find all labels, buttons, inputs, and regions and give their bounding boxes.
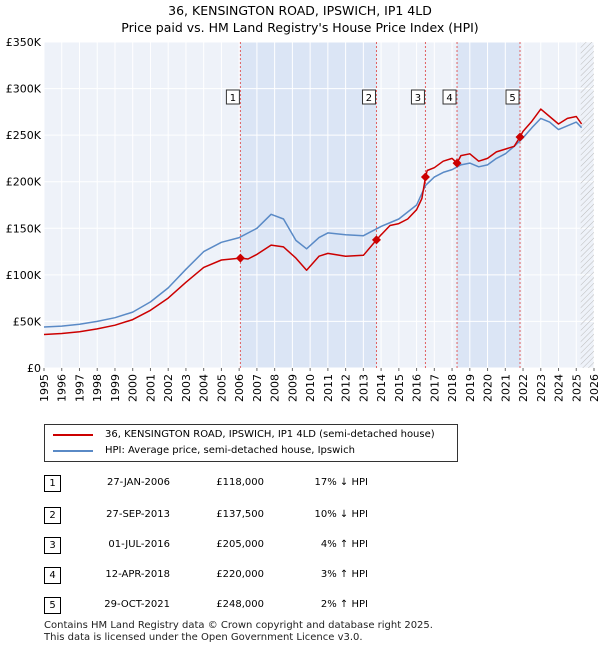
- sale-box-label: 4: [446, 93, 452, 104]
- y-tick-label: £0: [27, 362, 41, 375]
- x-tick-label: 2004: [198, 374, 211, 402]
- sale-number-badge: 5: [44, 597, 61, 614]
- x-tick-label: 1999: [109, 374, 122, 402]
- x-tick-label: 2021: [499, 374, 512, 402]
- sale-hpi-change: 17% ↓ HPI: [314, 477, 368, 488]
- x-tick-label: 2010: [304, 374, 317, 402]
- x-tick-label: 1996: [56, 374, 69, 402]
- x-tick-label: 2024: [553, 374, 566, 402]
- x-tick-label: 2026: [588, 374, 600, 402]
- y-tick-label: £150K: [6, 222, 42, 235]
- sale-date: 29-OCT-2021: [104, 599, 170, 610]
- x-tick-label: 2002: [162, 374, 175, 402]
- legend: 36, KENSINGTON ROAD, IPSWICH, IP1 4LD (s…: [44, 424, 458, 462]
- sale-marker: [420, 172, 430, 182]
- x-tick-label: 2008: [269, 374, 282, 402]
- x-tick-label: 1995: [38, 374, 51, 402]
- chart-title-line1: 36, KENSINGTON ROAD, IPSWICH, IP1 4LD: [168, 3, 432, 18]
- y-tick-label: £350K: [6, 36, 42, 49]
- x-tick-label: 1997: [73, 374, 86, 402]
- chart-title-line2: Price paid vs. HM Land Registry's House …: [121, 20, 479, 35]
- table-row: 4 12-APR-2018 £220,000 3% ↑ HPI: [44, 566, 464, 586]
- x-tick-label: 2006: [233, 374, 246, 402]
- sale-price: £137,500: [216, 509, 264, 520]
- table-row: 5 29-OCT-2021 £248,000 2% ↑ HPI: [44, 596, 464, 616]
- sale-box: [225, 89, 240, 105]
- sale-number-badge: 2: [44, 507, 61, 524]
- sale-date: 27-JAN-2006: [106, 477, 170, 488]
- sale-price: £220,000: [216, 569, 264, 580]
- x-tick-label: 2003: [180, 374, 193, 402]
- sale-marker: [371, 235, 381, 245]
- x-tick-label: 2015: [393, 374, 406, 402]
- sale-number-badge: 4: [44, 567, 61, 584]
- sale-hpi-change: 3% ↑ HPI: [320, 569, 368, 580]
- y-tick-label: £250K: [6, 129, 42, 142]
- sale-marker: [235, 253, 245, 263]
- x-tick-label: 2009: [286, 374, 299, 402]
- x-tick-label: 2020: [482, 374, 495, 402]
- x-tick-label: 2001: [144, 374, 157, 402]
- x-tick-label: 1998: [91, 374, 104, 402]
- sale-price: £118,000: [216, 477, 264, 488]
- x-tick-label: 2022: [517, 374, 530, 402]
- sale-price: £248,000: [216, 599, 264, 610]
- legend-label-hpi: HPI: Average price, semi-detached house,…: [105, 445, 355, 456]
- sale-box: [361, 89, 376, 105]
- sale-price: £205,000: [216, 539, 264, 550]
- table-row: 1 27-JAN-2006 £118,000 17% ↓ HPI: [44, 474, 464, 494]
- legend-line-property: [53, 434, 93, 436]
- sale-marker: [515, 132, 525, 142]
- hatched-region: [580, 42, 594, 368]
- x-tick-label: 2005: [215, 374, 228, 402]
- y-tick-label: £50K: [13, 315, 42, 328]
- x-tick-label: 2013: [357, 374, 370, 402]
- x-tick-label: 2012: [340, 374, 353, 402]
- x-tick-label: 2025: [570, 374, 583, 402]
- table-row: 2 27-SEP-2013 £137,500 10% ↓ HPI: [44, 506, 464, 526]
- legend-line-hpi: [53, 450, 93, 452]
- sale-box-label: 3: [415, 93, 421, 104]
- sale-box-label: 2: [366, 93, 372, 104]
- y-tick-label: £100K: [6, 269, 42, 282]
- sale-number-badge: 3: [44, 537, 61, 554]
- x-tick-label: 2017: [428, 374, 441, 402]
- sale-box-label: 5: [509, 93, 515, 104]
- sale-hpi-change: 4% ↑ HPI: [320, 539, 368, 550]
- x-tick-label: 2019: [464, 374, 477, 402]
- price-chart: £0 £50K £100K £150K £200K £250K £300K £350K 199…: [6, 36, 600, 402]
- sale-marker: [452, 158, 462, 168]
- x-tick-label: 2018: [446, 374, 459, 402]
- property-price-line: [43, 108, 583, 336]
- sale-number-badge: 1: [44, 475, 61, 492]
- footer-line1: Contains HM Land Registry data © Crown c…: [44, 620, 433, 631]
- x-tick-label: 2016: [411, 374, 424, 402]
- legend-label-property: 36, KENSINGTON ROAD, IPSWICH, IP1 4LD (s…: [105, 429, 435, 440]
- shaded-period: [240, 42, 377, 368]
- x-tick-label: 2000: [127, 374, 140, 402]
- y-tick-label: £300K: [6, 83, 42, 96]
- sale-box: [410, 89, 425, 105]
- sale-date: 12-APR-2018: [105, 569, 170, 580]
- x-tick-label: 2014: [375, 374, 388, 402]
- sale-date: 27-SEP-2013: [106, 509, 170, 520]
- y-tick-label: £200K: [6, 176, 42, 189]
- table-row: 3 01-JUL-2016 £205,000 4% ↑ HPI: [44, 536, 464, 556]
- x-tick-label: 2007: [251, 374, 264, 402]
- sale-hpi-change: 10% ↓ HPI: [314, 509, 368, 520]
- footer-line2: This data is licensed under the Open Gov…: [44, 632, 363, 643]
- x-tick-label: 2011: [322, 374, 335, 402]
- x-tick-label: 2023: [535, 374, 548, 402]
- sale-box-label: 1: [230, 93, 236, 104]
- sale-date: 01-JUL-2016: [108, 539, 170, 550]
- chart-title: 36, KENSINGTON ROAD, IPSWICH, IP1 4LD Pr…: [0, 2, 600, 36]
- sale-box: [505, 89, 520, 105]
- sale-hpi-change: 2% ↑ HPI: [320, 599, 368, 610]
- sale-box: [442, 89, 457, 105]
- footer-credits: Contains HM Land Registry data © Crown c…: [44, 620, 433, 644]
